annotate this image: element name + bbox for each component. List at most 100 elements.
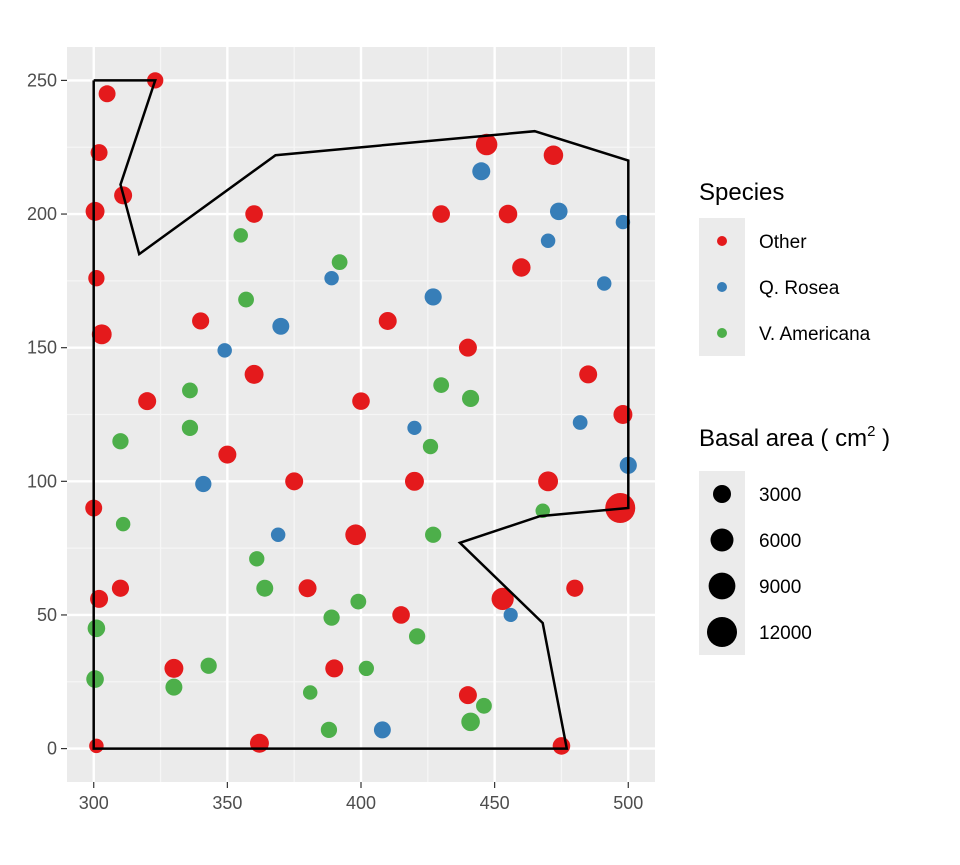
legend-size-title-superscript: 2 (867, 423, 875, 440)
data-point-q-rosea (217, 343, 232, 358)
data-point-other (89, 738, 104, 754)
data-point-other (552, 737, 571, 755)
data-point-q-rosea (472, 162, 491, 181)
data-point-v-americana (408, 628, 426, 645)
legend-size-key (708, 572, 736, 600)
legend-size-key (713, 485, 731, 503)
x-axis-tick-label: 500 (613, 793, 643, 813)
data-point-other (164, 658, 184, 678)
data-point-other (352, 392, 370, 410)
legend-color-label: Other (759, 232, 807, 253)
legend-color-entries: Other Q. Rosea V. Americana (717, 232, 871, 345)
data-point-other (579, 365, 598, 384)
y-axis-tick-label: 200 (27, 204, 57, 224)
legend-size-title-main: Basal area ( cm (699, 425, 867, 452)
legend-color-key (717, 328, 727, 338)
data-point-v-americana (461, 712, 480, 732)
data-point-v-americana (358, 660, 374, 677)
data-point-v-americana (302, 685, 318, 700)
data-point-v-americana (476, 697, 492, 714)
data-point-q-rosea (615, 214, 631, 230)
data-point-other (566, 579, 584, 597)
data-point-other (85, 201, 105, 221)
x-axis-tick-label: 450 (480, 793, 510, 813)
x-axis-tick-label: 350 (212, 793, 242, 813)
data-point-v-americana (233, 228, 248, 243)
y-axis-tick-label: 50 (37, 605, 57, 625)
axes: 300 350 400 450 500 0 50 100 150 200 250 (27, 70, 643, 813)
data-point-other (458, 686, 477, 705)
data-point-other (392, 606, 410, 624)
data-point-other (244, 364, 264, 384)
data-point-v-americana (86, 670, 104, 688)
legend-color-label: Q. Rosea (759, 278, 840, 299)
data-point-other (192, 312, 210, 330)
legend-size-key (707, 617, 737, 647)
data-point-other (404, 471, 424, 491)
data-point-q-rosea (572, 415, 588, 430)
data-point-other (543, 145, 564, 165)
data-point-q-rosea (270, 527, 286, 543)
data-point-other (512, 258, 531, 277)
data-point-v-americana (115, 516, 131, 532)
legend-size-title: Basal area ( cm2 ) (699, 423, 890, 452)
data-point-other (345, 524, 367, 546)
data-point-q-rosea (195, 475, 212, 493)
data-point-v-americana (461, 389, 480, 408)
legend: Species Other Q. Rosea V. Americana Basal … (699, 179, 890, 655)
data-point-other (249, 733, 269, 753)
data-point-other (613, 405, 633, 424)
data-point-other (218, 445, 237, 464)
legend-size-key (710, 528, 734, 552)
data-point-v-americana (256, 579, 274, 597)
legend-color-label: V. Americana (759, 324, 871, 345)
legend-color-key (717, 236, 727, 246)
data-point-v-americana (323, 609, 340, 626)
legend-size-entries: 3000 6000 9000 12000 (707, 485, 812, 647)
data-point-other (475, 133, 498, 156)
data-point-q-rosea (407, 420, 422, 435)
data-point-q-rosea (540, 233, 556, 249)
data-point-other (138, 392, 157, 411)
x-axis-tick-label: 400 (346, 793, 376, 813)
data-point-v-americana (238, 291, 254, 308)
data-point-v-americana (87, 619, 106, 638)
legend-color-title: Species (699, 179, 784, 206)
data-point-other (91, 324, 112, 345)
data-point-q-rosea (549, 202, 568, 221)
legend-size-title-end: ) (875, 425, 890, 452)
data-point-v-americana (433, 377, 450, 393)
data-point-other (245, 205, 263, 223)
data-point-v-americana (422, 438, 439, 455)
data-point-q-rosea (324, 270, 339, 286)
data-point-v-americana (165, 678, 183, 696)
data-point-v-americana (425, 526, 442, 543)
y-axis-tick-label: 250 (27, 70, 57, 90)
y-axis-tick-label: 0 (47, 739, 57, 759)
legend-color-key (717, 282, 727, 292)
data-point-v-americana (182, 382, 198, 399)
data-point-q-rosea (424, 288, 442, 306)
data-point-q-rosea (596, 276, 612, 291)
plot-boundary-line (92, 79, 630, 750)
data-point-other (325, 659, 344, 678)
legend-size-label: 9000 (759, 577, 801, 598)
legend-size-label: 3000 (759, 485, 801, 506)
data-point-v-americana (249, 551, 265, 567)
data-point-other (378, 311, 397, 330)
data-point-q-rosea (373, 721, 391, 739)
data-point-v-americana (350, 593, 367, 610)
y-axis-tick-label: 150 (27, 338, 57, 358)
data-point-v-americana (200, 657, 217, 674)
data-point-v-americana (320, 721, 338, 739)
data-point-other (98, 85, 116, 103)
x-axis-tick-label: 300 (79, 793, 109, 813)
data-point-v-americana (181, 419, 199, 437)
data-point-other (111, 579, 130, 597)
legend-size-label: 6000 (759, 531, 801, 552)
y-axis-tick-label: 100 (27, 471, 57, 491)
data-point-other (88, 270, 105, 287)
data-point-other (298, 579, 317, 598)
data-point-v-americana (331, 254, 348, 271)
